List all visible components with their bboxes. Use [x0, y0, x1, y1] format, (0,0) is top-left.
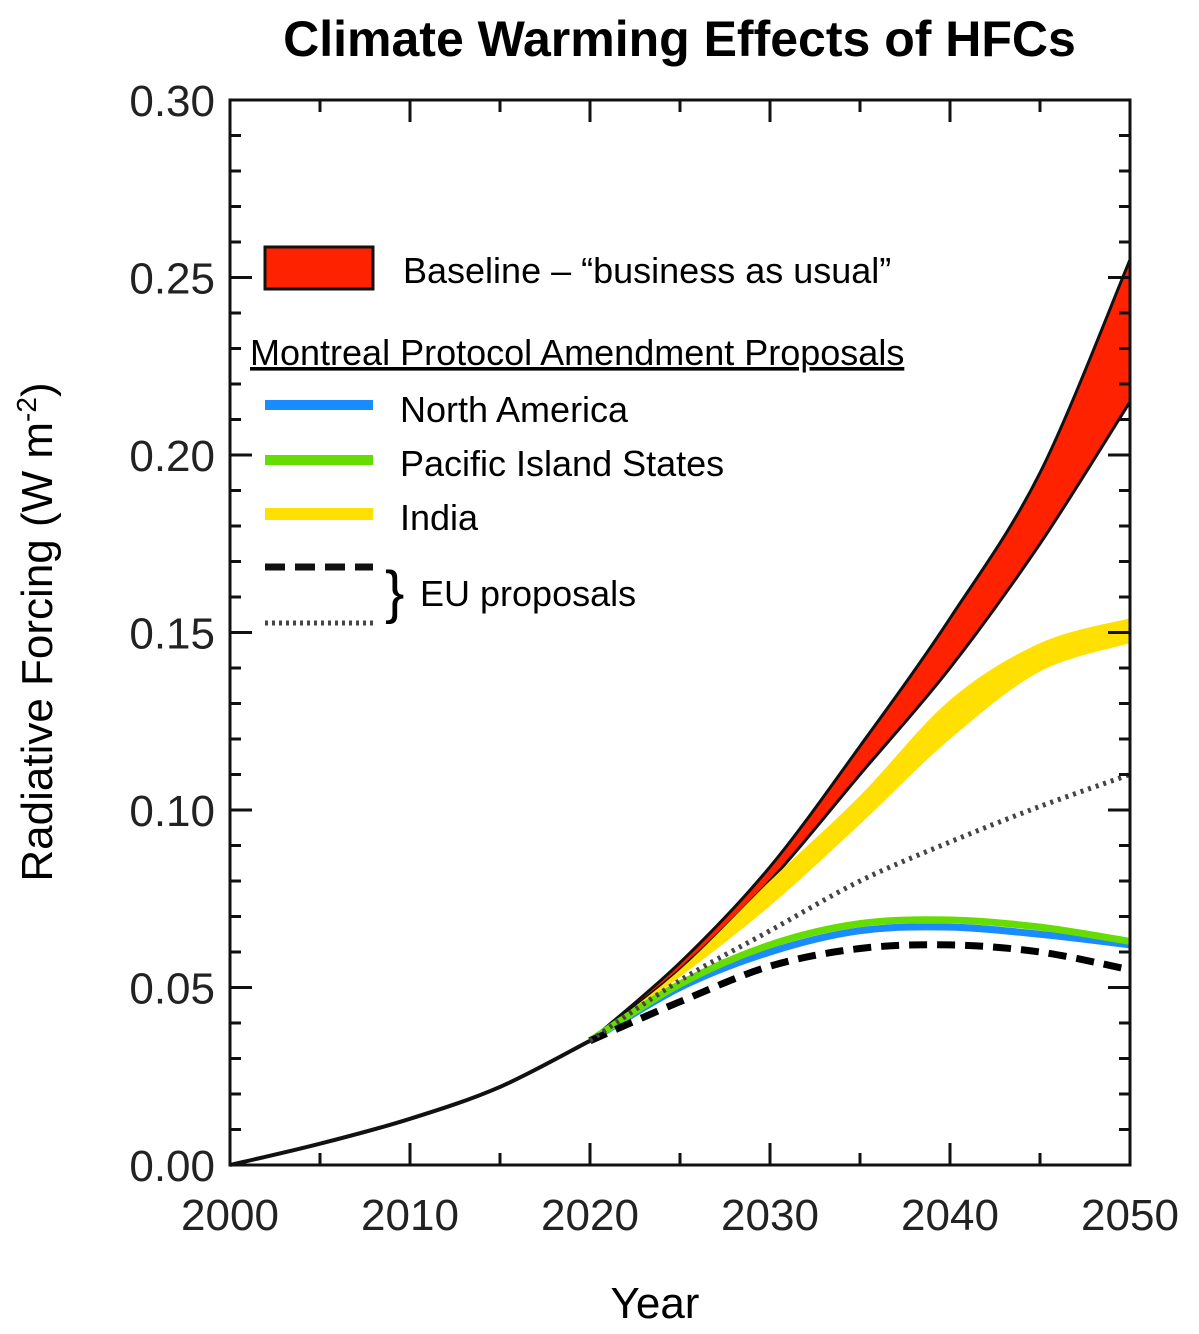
x-tick-label: 2030	[721, 1191, 819, 1240]
legend-label-india: India	[400, 497, 479, 538]
legend-label-pacific-island-states: Pacific Island States	[400, 443, 724, 484]
legend-brace: }	[385, 560, 404, 625]
x-tick-label: 2010	[361, 1191, 459, 1240]
legend-label-eu-proposals: EU proposals	[420, 573, 636, 614]
legend: Baseline – “business as usual” Montreal …	[250, 245, 904, 626]
line-dashed-series	[588, 941, 1131, 1045]
y-axis-label-main: Radiative Forcing (W m	[13, 422, 62, 882]
y-tick-label: 0.25	[129, 255, 215, 304]
legend-group-heading: Montreal Protocol Amendment Proposals	[250, 332, 904, 373]
plot-layer	[229, 259, 1132, 1167]
x-axis-label: Year	[611, 1279, 700, 1328]
x-tick-label: 2050	[1081, 1191, 1179, 1240]
y-axis-label: Radiative Forcing (W m-2)	[11, 382, 62, 881]
chart-title: Climate Warming Effects of HFCs	[283, 11, 1076, 67]
y-tick-label: 0.05	[129, 965, 215, 1014]
y-tick-label: 0.20	[129, 432, 215, 481]
band-baseline-business-as-usual	[589, 259, 1132, 1042]
y-axis-label-close: )	[13, 382, 62, 397]
y-tick-label: 0.10	[129, 787, 215, 836]
y-tick-label: 0.30	[129, 77, 215, 126]
y-tick-label: 0.00	[129, 1142, 215, 1191]
y-tick-label: 0.15	[129, 610, 215, 659]
x-tick-label: 2020	[541, 1191, 639, 1240]
band-india	[590, 618, 1130, 1041]
legend-label-north-america: North America	[400, 389, 629, 430]
x-tick-label: 2000	[181, 1191, 279, 1240]
ticks-layer: 2000 2010 2020 2030 2040 2050 0.00 0.05 0.10 0.15…	[129, 77, 1179, 1240]
x-tick-label: 2040	[901, 1191, 999, 1240]
line-historical	[229, 1039, 591, 1167]
legend-swatch-baseline	[263, 245, 375, 291]
line-pacific-island-states	[588, 916, 1131, 1044]
legend-label-baseline: Baseline – “business as usual”	[403, 250, 891, 291]
y-axis-label-sup: -2	[11, 397, 42, 422]
